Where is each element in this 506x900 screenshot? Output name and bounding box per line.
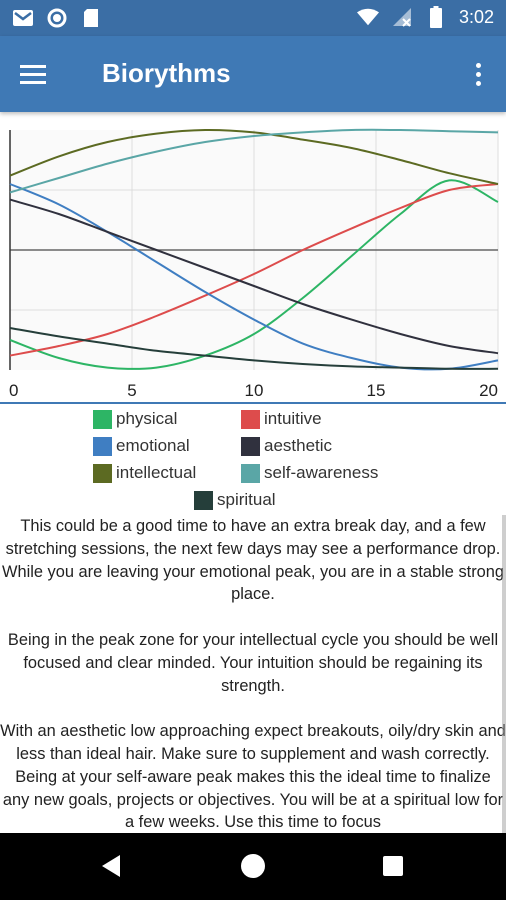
legend-swatch xyxy=(93,463,112,483)
app-bar: Biorythms xyxy=(0,36,506,112)
legend-swatch xyxy=(194,490,213,510)
hamburger-menu-icon[interactable] xyxy=(20,58,56,90)
legend-swatch xyxy=(93,409,112,429)
gmail-icon xyxy=(12,7,34,29)
legend-swatch xyxy=(93,436,112,456)
legend-label: aesthetic xyxy=(264,436,333,455)
back-icon[interactable] xyxy=(102,855,120,877)
chart-legend: physical intuitive emotional aesthetic i… xyxy=(0,405,506,515)
legend-item-intuitive: intuitive xyxy=(241,409,322,429)
page-title: Biorythms xyxy=(102,58,231,88)
series-line-intellectual xyxy=(9,128,499,185)
scrollbar[interactable] xyxy=(502,515,506,833)
description-paragraph: This could be a good time to have an ext… xyxy=(1,517,505,604)
circle-notification-icon xyxy=(46,7,68,29)
series-line-intuitive xyxy=(9,183,499,357)
legend-label: spiritual xyxy=(217,490,276,509)
home-icon[interactable] xyxy=(241,854,265,878)
legend-label: intuitive xyxy=(264,409,322,428)
legend-item-emotional: emotional xyxy=(93,436,190,456)
legend-item-self-awareness: self-awareness xyxy=(241,463,378,483)
x-tick-label: 5 xyxy=(127,381,136,400)
biorhythm-chart: 0 5 10 15 20 xyxy=(0,112,506,407)
legend-label: self-awareness xyxy=(264,463,379,482)
legend-swatch xyxy=(241,436,260,456)
legend-swatch xyxy=(241,463,260,483)
series-line-spiritual xyxy=(9,327,499,370)
x-tick-label: 15 xyxy=(367,381,386,400)
system-nav-bar xyxy=(0,833,506,900)
legend-swatch xyxy=(241,409,260,429)
x-tick-label: 10 xyxy=(245,381,264,400)
legend-item-spiritual: spiritual xyxy=(194,490,276,510)
battery-icon xyxy=(425,6,447,28)
no-sim-icon xyxy=(391,6,413,28)
description-paragraph: Being in the peak zone for your intellec… xyxy=(7,630,499,695)
legend-label: emotional xyxy=(116,436,190,455)
recent-apps-icon[interactable] xyxy=(383,856,403,876)
status-time: 3:02 xyxy=(458,6,494,27)
more-vert-icon[interactable] xyxy=(468,58,488,90)
x-tick-label: 0 xyxy=(9,381,18,400)
x-tick-label: 20 xyxy=(479,381,498,400)
legend-label: intellectual xyxy=(116,463,197,482)
series-line-aesthetic xyxy=(9,198,499,355)
sd-card-icon xyxy=(80,7,102,29)
legend-label: physical xyxy=(116,409,178,428)
biorhythm-description: This could be a good time to have an ext… xyxy=(0,515,506,833)
legend-item-intellectual: intellectual xyxy=(93,463,196,483)
chart-svg: 0 5 10 15 20 xyxy=(0,128,506,404)
description-paragraph: With an aesthetic low approaching expect… xyxy=(0,722,506,832)
wifi-icon xyxy=(356,6,379,28)
series-line-self-awareness xyxy=(9,128,499,194)
legend-item-aesthetic: aesthetic xyxy=(241,436,332,456)
status-bar: 3:02 xyxy=(0,0,506,36)
legend-item-physical: physical xyxy=(93,409,177,429)
